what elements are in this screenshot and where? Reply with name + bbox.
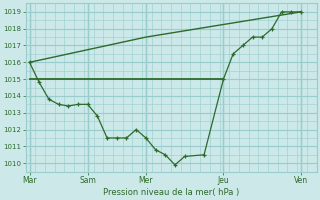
X-axis label: Pression niveau de la mer( hPa ): Pression niveau de la mer( hPa ) bbox=[103, 188, 239, 197]
